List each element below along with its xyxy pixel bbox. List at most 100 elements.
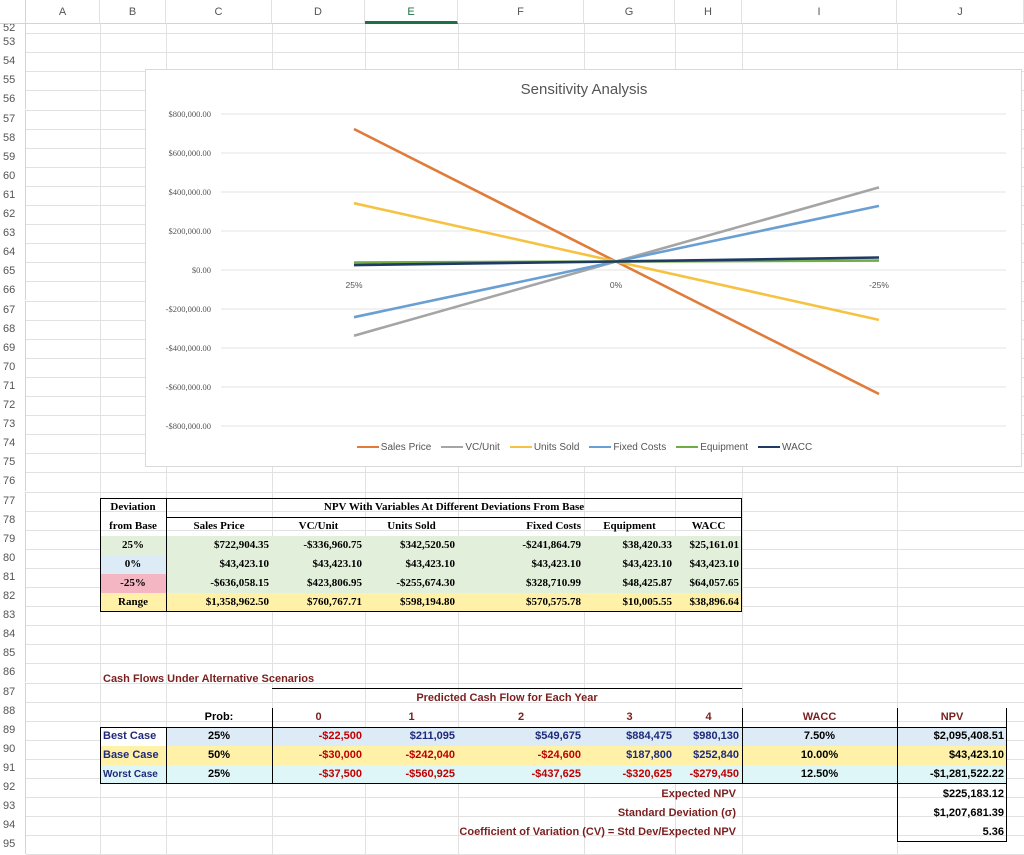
sensitivity-chart[interactable]: Sensitivity Analysis $800,000.00 $600,000.… <box>145 69 1022 467</box>
row-header-92[interactable]: 92 <box>0 778 26 798</box>
cash-flow-cell: -$560,925 <box>405 768 455 780</box>
row-header-81[interactable]: 81 <box>0 567 26 587</box>
row-header-63[interactable]: 63 <box>0 224 26 244</box>
row-gridline <box>26 491 1024 493</box>
row-header-76[interactable]: 76 <box>0 472 26 492</box>
npv-value-cell: $10,005.55 <box>622 596 673 608</box>
row-header-67[interactable]: 67 <box>0 300 26 320</box>
npv-value-cell: $722,904.35 <box>214 539 269 551</box>
column-header-i[interactable]: I <box>742 0 897 24</box>
row-header-90[interactable]: 90 <box>0 739 26 759</box>
row-header-56[interactable]: 56 <box>0 90 26 110</box>
row-header-75[interactable]: 75 <box>0 453 26 473</box>
row-header-55[interactable]: 55 <box>0 71 26 91</box>
scenario-row-fill <box>166 727 1007 746</box>
row-header-65[interactable]: 65 <box>0 262 26 282</box>
npv-table-border <box>100 498 742 612</box>
column-header-a[interactable]: A <box>26 0 100 24</box>
row-header-54[interactable]: 54 <box>0 52 26 72</box>
row-header-91[interactable]: 91 <box>0 758 26 778</box>
select-all-corner[interactable] <box>0 0 26 24</box>
row-header-84[interactable]: 84 <box>0 625 26 645</box>
row-header-80[interactable]: 80 <box>0 548 26 568</box>
year-header: 2 <box>517 711 525 723</box>
row-header-68[interactable]: 68 <box>0 319 26 339</box>
row-header-59[interactable]: 59 <box>0 147 26 167</box>
npv-value-cell: $43,423.10 <box>312 558 363 570</box>
row-header-72[interactable]: 72 <box>0 396 26 416</box>
row-header-87[interactable]: 87 <box>0 682 26 702</box>
row-header-85[interactable]: 85 <box>0 644 26 664</box>
row-header-79[interactable]: 79 <box>0 529 26 549</box>
legend-label: Equipment <box>700 442 749 453</box>
npv-divider <box>897 708 898 784</box>
cash-flow-cell: -$242,040 <box>405 749 455 761</box>
npv-col-header: Equipment <box>603 520 656 532</box>
npv-col-header: WACC <box>691 520 726 532</box>
legend-item-equipment: Equipment <box>676 442 748 453</box>
column-gridline <box>100 24 101 855</box>
row-header-94[interactable]: 94 <box>0 816 26 836</box>
row-header-78[interactable]: 78 <box>0 510 26 530</box>
row-header-89[interactable]: 89 <box>0 720 26 740</box>
row-gridline <box>26 816 1024 818</box>
row-gridline <box>26 472 1024 474</box>
row-header-66[interactable]: 66 <box>0 281 26 301</box>
row-header-83[interactable]: 83 <box>0 606 26 626</box>
row-header-86[interactable]: 86 <box>0 663 26 683</box>
column-header-e[interactable]: E <box>365 0 458 24</box>
column-header-h[interactable]: H <box>675 0 742 24</box>
column-header-g[interactable]: G <box>584 0 675 24</box>
column-header-c[interactable]: C <box>166 0 272 24</box>
deviation-label: -25% <box>120 577 146 589</box>
column-header-f[interactable]: F <box>458 0 584 24</box>
row-header-77[interactable]: 77 <box>0 491 26 511</box>
year-header: 1 <box>408 711 415 723</box>
row-header-95[interactable]: 95 <box>0 835 26 855</box>
row-gridline <box>26 33 1024 35</box>
row-header-62[interactable]: 62 <box>0 205 26 225</box>
cash-flow-cell: $980,130 <box>693 730 739 742</box>
cash-flow-cell: $211,095 <box>409 730 455 742</box>
legend-swatch <box>589 446 612 449</box>
cv-value: 5.36 <box>982 826 1004 838</box>
column-header-b[interactable]: B <box>100 0 166 24</box>
year-header: 4 <box>705 711 712 723</box>
npv-value-cell: $43,423.10 <box>689 558 740 570</box>
row-header-60[interactable]: 60 <box>0 166 26 186</box>
row-header-74[interactable]: 74 <box>0 434 26 454</box>
row-header-53[interactable]: 53 <box>0 33 26 53</box>
scenario-prob: 25% <box>207 730 231 742</box>
npv-value-cell: $38,896.64 <box>689 596 740 608</box>
row-header-52[interactable]: 52 <box>0 24 26 34</box>
row-header-73[interactable]: 73 <box>0 415 26 435</box>
row-header-57[interactable]: 57 <box>0 109 26 129</box>
deviation-header: Deviation <box>110 501 156 513</box>
row-header-70[interactable]: 70 <box>0 357 26 377</box>
predicted-top-border <box>272 688 742 689</box>
y-tick-label: $800,000.00 <box>169 109 212 119</box>
npv-col-header: Units Sold <box>387 520 436 532</box>
row-header-69[interactable]: 69 <box>0 338 26 358</box>
cash-flow-cell: -$37,500 <box>318 768 362 780</box>
dev-25-fill <box>100 536 166 555</box>
legend-item-sales-price: Sales Price <box>356 442 431 453</box>
npv-col-header: Sales Price <box>193 520 245 532</box>
scenario-prob: 50% <box>207 749 231 761</box>
legend-label: Fixed Costs <box>613 442 667 453</box>
row-header-61[interactable]: 61 <box>0 185 26 205</box>
row-header-88[interactable]: 88 <box>0 701 26 721</box>
cash-flow-cell: -$279,450 <box>689 768 739 780</box>
stats-bottom-border <box>897 841 1007 842</box>
legend-label: Units Sold <box>533 442 580 453</box>
row-header-82[interactable]: 82 <box>0 587 26 607</box>
row-header-58[interactable]: 58 <box>0 128 26 148</box>
column-header-j[interactable]: J <box>897 0 1024 24</box>
prob-header: Prob: <box>204 711 234 723</box>
row-header-71[interactable]: 71 <box>0 376 26 396</box>
flows-divider-left <box>272 708 273 784</box>
row-header-93[interactable]: 93 <box>0 797 26 817</box>
row-header-64[interactable]: 64 <box>0 243 26 263</box>
row-gridline <box>26 701 1024 703</box>
column-header-d[interactable]: D <box>272 0 365 24</box>
